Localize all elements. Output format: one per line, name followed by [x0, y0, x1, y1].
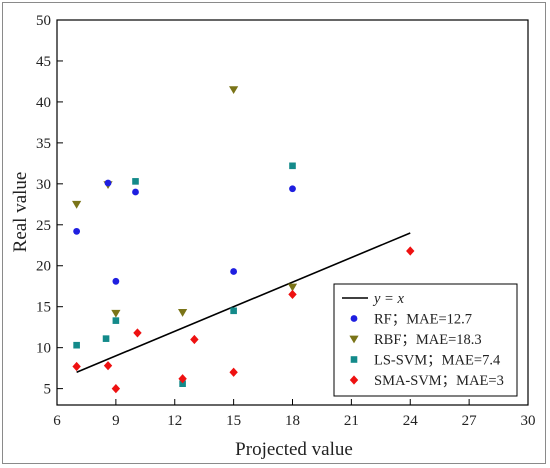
data-point-diamond — [229, 367, 238, 377]
legend-label: RBF；MAE=18.3 — [374, 332, 482, 348]
x-tick-label: 9 — [112, 413, 120, 429]
data-point-circle — [289, 185, 296, 193]
data-point-triangle-down — [111, 309, 121, 318]
legend-label: y = x — [372, 291, 404, 307]
data-point-square — [112, 317, 120, 324]
data-point-diamond — [103, 361, 113, 371]
data-point-diamond — [406, 246, 415, 256]
data-point-circle — [132, 188, 139, 196]
y-tick-label: 5 — [44, 382, 52, 398]
legend-marker-circle — [350, 315, 358, 322]
x-tick-label: 15 — [226, 413, 241, 429]
legend-marker-diamond — [349, 375, 359, 385]
y-tick-label: 30 — [36, 177, 51, 193]
data-point-circle — [73, 227, 81, 235]
data-points — [72, 86, 415, 394]
data-point-triangle-down — [229, 86, 239, 95]
data-point-triangle-down — [287, 283, 298, 292]
y-tick-label: 20 — [36, 259, 51, 275]
legend-marker-square — [350, 356, 358, 363]
x-axis-title: Projected value — [235, 439, 353, 460]
data-point-square — [230, 307, 237, 315]
data-point-square — [132, 178, 139, 185]
x-tick-label: 27 — [462, 413, 478, 429]
x-tick-label: 24 — [403, 413, 419, 429]
data-point-circle — [112, 277, 120, 285]
data-point-circle — [230, 268, 238, 275]
data-point-diamond — [288, 289, 297, 300]
data-point-square — [102, 335, 110, 342]
data-point-diamond — [72, 361, 81, 372]
data-point-triangle-down — [72, 200, 82, 209]
legend-label: SMA-SVM；MAE=3 — [374, 373, 504, 389]
data-point-diamond — [178, 374, 187, 384]
y-tick-label: 15 — [36, 300, 51, 316]
y-tick-label: 25 — [36, 218, 51, 234]
y-tick-label: 35 — [36, 136, 51, 152]
data-point-square — [289, 162, 296, 170]
legend: y = x RF；MAE=12.7 RBF；MAE=18.3 LS-SVM；MAE=7… — [333, 283, 518, 397]
y-tick-label: 40 — [36, 95, 51, 111]
x-tick-label: 21 — [344, 413, 359, 429]
legend-marker-triangle-down — [349, 335, 359, 344]
legend-label: RF；MAE=12.7 — [374, 312, 472, 328]
data-point-diamond — [190, 334, 199, 345]
axis-ticks: 6 9 12 15 18 21 24 27 30 5 10 15 20 25 30 35 40 45 50 — [36, 13, 536, 429]
data-point-square — [179, 380, 186, 388]
legend-box — [333, 283, 518, 397]
data-point-diamond — [133, 328, 142, 338]
y-axis-title: Real value — [10, 172, 31, 253]
x-tick-label: 12 — [167, 413, 182, 429]
x-tick-label: 6 — [53, 413, 61, 429]
legend-label: LS-SVM；MAE=7.4 — [374, 353, 501, 369]
data-point-square — [73, 341, 80, 349]
reference-line-group — [76, 232, 411, 373]
data-point-triangle-down — [178, 309, 188, 317]
y-tick-label: 50 — [36, 13, 51, 29]
data-point-circle — [104, 179, 112, 187]
y-tick-label: 45 — [36, 54, 51, 70]
x-tick-label: 30 — [521, 413, 536, 429]
x-tick-label: 18 — [285, 413, 300, 429]
data-point-diamond — [111, 384, 121, 394]
reference-line — [76, 232, 411, 373]
y-tick-label: 10 — [36, 341, 51, 357]
